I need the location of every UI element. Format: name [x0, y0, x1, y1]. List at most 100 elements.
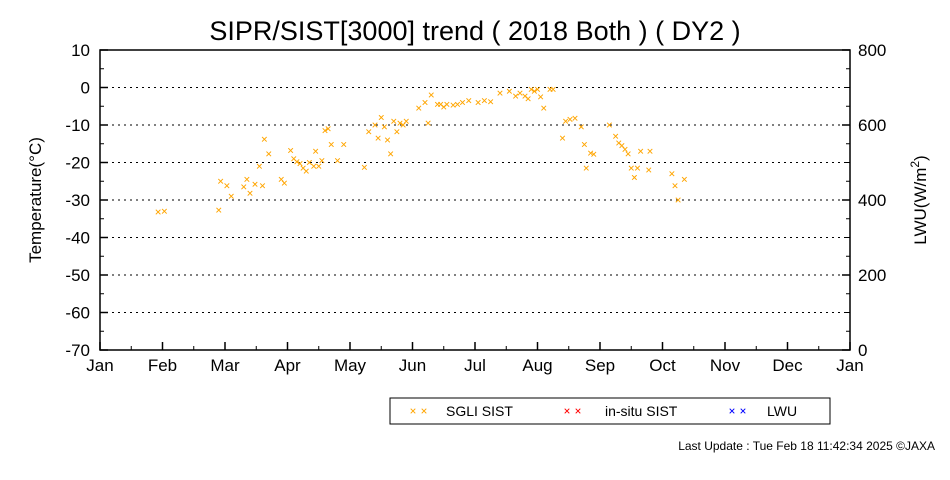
point-0-28: [325, 126, 331, 132]
point-0-9: [252, 181, 258, 187]
point-0-21: [303, 168, 309, 174]
legend-marker-2-b: [740, 408, 746, 414]
legend-marker-1-b: [575, 408, 581, 414]
x-tick-label-4: May: [334, 356, 367, 375]
data-points: [155, 86, 688, 215]
point-0-27: [322, 127, 328, 134]
x-tick-label-11: Dec: [772, 356, 803, 375]
y-left-tick-label-7: -60: [65, 304, 90, 323]
y-left-tick-label-4: -30: [65, 191, 90, 210]
point-0-39: [387, 151, 394, 157]
point-0-73: [559, 135, 566, 141]
last-update-footer: Last Update : Tue Feb 18 11:42:34 2025 ©…: [678, 439, 935, 453]
point-0-76: [572, 115, 578, 121]
point-0-8: [247, 190, 253, 196]
point-0-52: [444, 101, 450, 108]
point-0-1: [161, 208, 168, 214]
point-0-10: [256, 163, 263, 169]
point-0-72: [550, 86, 556, 93]
x-tick-label-7: Aug: [522, 356, 552, 375]
point-0-35: [375, 135, 381, 141]
y-left-tick-label-6: -50: [65, 266, 90, 285]
grid-lines: [100, 87, 850, 313]
point-0-44: [403, 118, 409, 124]
chart-title: SIPR/SIST[3000] trend ( 2018 Both ) ( DY…: [209, 16, 740, 46]
point-0-69: [537, 94, 544, 100]
y-left-tick-label-5: -40: [65, 229, 90, 248]
legend-label-0: SGLI SIST: [446, 403, 513, 419]
point-0-59: [487, 99, 494, 105]
point-0-89: [631, 174, 638, 181]
point-0-57: [475, 99, 481, 106]
x-tick-label-9: Oct: [649, 356, 676, 375]
point-0-77: [578, 124, 584, 130]
point-0-12: [261, 136, 268, 142]
point-0-83: [612, 133, 619, 139]
point-0-0: [155, 209, 161, 215]
point-0-95: [672, 183, 678, 189]
y-right-tick-label-3: 200: [858, 266, 886, 285]
point-0-42: [397, 120, 403, 126]
point-0-24: [312, 148, 319, 154]
point-0-75: [567, 116, 573, 123]
x-tick-labels: Jan Feb Mar Apr May Jun Jul Aug Sep Oct Nov Dec Jan: [86, 356, 863, 375]
legend-marker-0-a: [410, 408, 416, 414]
point-0-56: [466, 97, 472, 104]
point-0-70: [541, 105, 547, 111]
point-0-74: [562, 118, 569, 124]
y-right-tick-labels: 800 600 400 200 0: [858, 41, 886, 360]
point-0-82: [606, 122, 613, 128]
point-0-7: [244, 176, 250, 183]
y-left-tick-label-8: -70: [65, 341, 90, 360]
point-0-16: [287, 147, 294, 154]
x-tick-label-2: Mar: [210, 356, 240, 375]
point-0-79: [583, 165, 589, 171]
y-left-tick-label-1: 0: [81, 79, 90, 98]
point-0-2: [216, 207, 222, 213]
legend: SGLI SIST in-situ SIST LWU: [389, 397, 831, 425]
point-0-4: [224, 183, 230, 189]
point-0-96: [675, 197, 681, 203]
y-right-title-suffix: ): [911, 155, 930, 161]
y-left-axis-title: Temperature(°C): [26, 137, 45, 263]
point-0-93: [647, 148, 653, 154]
point-0-61: [506, 88, 513, 94]
point-0-31: [341, 141, 347, 148]
point-0-53: [450, 102, 456, 108]
point-0-30: [334, 157, 341, 164]
point-0-40: [391, 118, 397, 124]
point-0-86: [622, 146, 628, 153]
y-right-tick-label-1: 600: [858, 116, 886, 135]
point-0-22: [306, 159, 313, 166]
point-0-18: [294, 159, 300, 165]
point-0-26: [319, 157, 325, 164]
point-0-94: [669, 171, 675, 177]
point-0-45: [416, 105, 422, 111]
x-tick-label-3: Apr: [274, 356, 301, 375]
point-0-62: [512, 93, 519, 99]
point-0-88: [628, 165, 634, 171]
point-0-68: [534, 86, 541, 93]
point-0-90: [634, 165, 641, 171]
point-0-37: [381, 124, 388, 130]
y-left-tick-label-2: -10: [65, 116, 90, 135]
point-0-3: [217, 178, 224, 184]
y-left-tick-label-0: 10: [71, 41, 90, 60]
y-right-title-sup: 2: [908, 161, 922, 168]
legend-marker-1-a: [564, 408, 570, 414]
x-tick-label-8: Sep: [585, 356, 615, 375]
point-0-81: [591, 151, 597, 157]
point-0-47: [425, 120, 431, 126]
point-0-78: [581, 141, 588, 148]
point-0-29: [328, 141, 334, 148]
y-left-tick-label-3: -20: [65, 154, 90, 173]
point-0-25: [316, 163, 322, 169]
y-right-title-prefix: LWU(W/m: [911, 168, 930, 245]
point-0-13: [266, 151, 272, 157]
legend-marker-2-a: [729, 408, 735, 414]
point-0-97: [681, 176, 688, 183]
point-0-19: [297, 160, 303, 167]
point-0-36: [378, 114, 384, 121]
point-0-54: [454, 101, 461, 108]
